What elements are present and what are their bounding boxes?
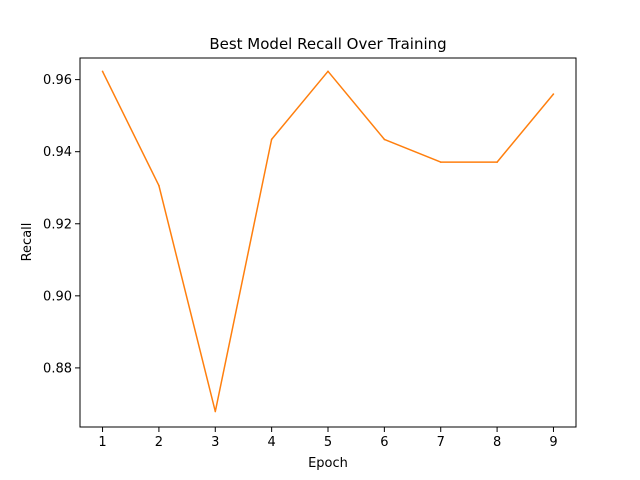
y-tick-label: 0.96 (43, 73, 72, 88)
recall-data-point (101, 70, 104, 73)
recall-data-point (214, 410, 217, 413)
recall-data-point (270, 138, 273, 141)
recall-data-point (158, 184, 160, 187)
x-tick-label: 5 (324, 435, 332, 450)
recall-data-point (496, 161, 498, 163)
y-axis-label: Recall (20, 223, 35, 262)
x-tick-label: 4 (267, 435, 275, 450)
x-tick-label: 7 (437, 435, 445, 450)
x-tick-label: 2 (155, 435, 163, 450)
chart-title: Best Model Recall Over Training (209, 35, 446, 53)
recall-data-point (327, 70, 329, 73)
y-tick-label: 0.92 (43, 217, 72, 232)
plot-frame (79, 57, 577, 428)
x-tick-label: 3 (211, 435, 219, 450)
x-axis-label: Epoch (308, 456, 348, 471)
y-tick-label: 0.90 (43, 289, 72, 304)
ticks-layer: 1 2 3 4 5 6 7 8 9 0.88 0.90 0.92 0.94 0.96 (43, 73, 558, 450)
x-tick-label: 1 (98, 435, 106, 450)
x-tick-label: 9 (549, 435, 557, 450)
recall-data-point (439, 161, 442, 163)
series-layer (101, 70, 555, 413)
y-tick-label: 0.88 (43, 361, 72, 376)
y-tick-label: 0.94 (43, 145, 72, 160)
x-tick-label: 8 (493, 435, 501, 450)
x-tick-label: 6 (380, 435, 388, 450)
recall-data-point (552, 93, 555, 95)
recall-data-point (383, 138, 386, 141)
